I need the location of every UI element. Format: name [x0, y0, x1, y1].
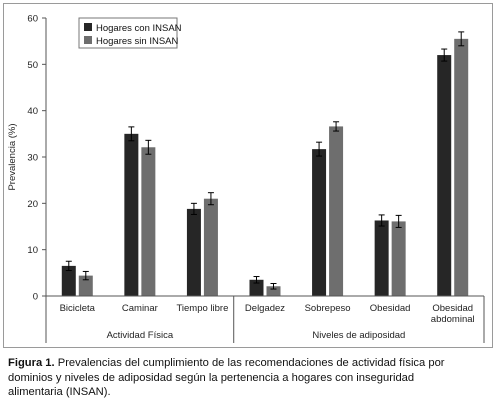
- y-tick-label: 60: [27, 14, 38, 25]
- legend-label: Hogares sin INSAN: [96, 36, 179, 47]
- caption-line-1: Prevalencias del cumplimiento de las rec…: [54, 357, 445, 369]
- caption-label: Figura 1.: [8, 357, 55, 369]
- bar-sin-insan: [391, 221, 406, 296]
- y-tick-label: 40: [27, 106, 38, 117]
- y-tick-label: 10: [27, 245, 38, 256]
- bar-con-insan: [124, 133, 139, 296]
- y-tick-label: 30: [27, 153, 38, 164]
- legend-label: Hogares con INSAN: [96, 23, 182, 34]
- bars: [61, 31, 469, 296]
- bar-con-insan: [374, 220, 389, 296]
- x-tick-label: Tiempo libre: [176, 303, 228, 314]
- bar-chart: 0 10 20 30 40 50 60 Prevalencia (%) Bicicleta C…: [7, 14, 485, 343]
- group-label: Niveles de adiposidad: [312, 330, 405, 341]
- bar-sin-insan: [266, 286, 281, 296]
- bar-sin-insan: [454, 38, 469, 296]
- y-tick-label: 50: [27, 60, 38, 71]
- figure-caption: Figura 1. Prevalencias del cumplimiento …: [8, 356, 492, 400]
- y-axis-title: Prevalencia (%): [7, 123, 18, 190]
- caption-line-3: alimentaria (INSAN).: [8, 386, 111, 399]
- legend-box: [78, 17, 178, 49]
- bar-sin-insan: [203, 198, 218, 296]
- bar-sin-insan: [141, 147, 156, 296]
- bar-con-insan: [437, 55, 452, 296]
- group-label: Actividad Física: [107, 330, 174, 341]
- x-tick-label: abdominal: [431, 314, 475, 325]
- caption-line-2: dominios y niveles de adiposidad según l…: [8, 371, 415, 384]
- bar-sin-insan: [329, 126, 344, 296]
- bar-sin-insan: [78, 275, 93, 296]
- x-tick-label: Delgadez: [245, 303, 285, 314]
- y-tick-label: 0: [33, 292, 38, 303]
- x-tick-label: Caminar: [122, 303, 158, 314]
- x-tick-label: Bicicleta: [60, 303, 96, 314]
- x-axis: Bicicleta Caminar Tiempo libre Delgadez Sobr…: [45, 295, 485, 343]
- x-tick-label: Obesidad: [432, 303, 473, 314]
- legend-swatch: [84, 23, 92, 31]
- bar-con-insan: [61, 265, 76, 296]
- x-tick-label: Sobrepeso: [305, 303, 351, 314]
- legend: Hogares con INSAN Hogares sin INSAN: [78, 17, 182, 49]
- bar-con-insan: [249, 279, 264, 296]
- y-axis-label-group: Prevalencia (%): [7, 123, 18, 190]
- bar-con-insan: [312, 149, 327, 296]
- x-tick-label: Obesidad: [370, 303, 411, 314]
- y-axis: 0 10 20 30 40 50 60: [27, 14, 47, 303]
- legend-swatch: [84, 36, 92, 44]
- bar-con-insan: [186, 208, 201, 296]
- y-tick-label: 20: [27, 199, 38, 210]
